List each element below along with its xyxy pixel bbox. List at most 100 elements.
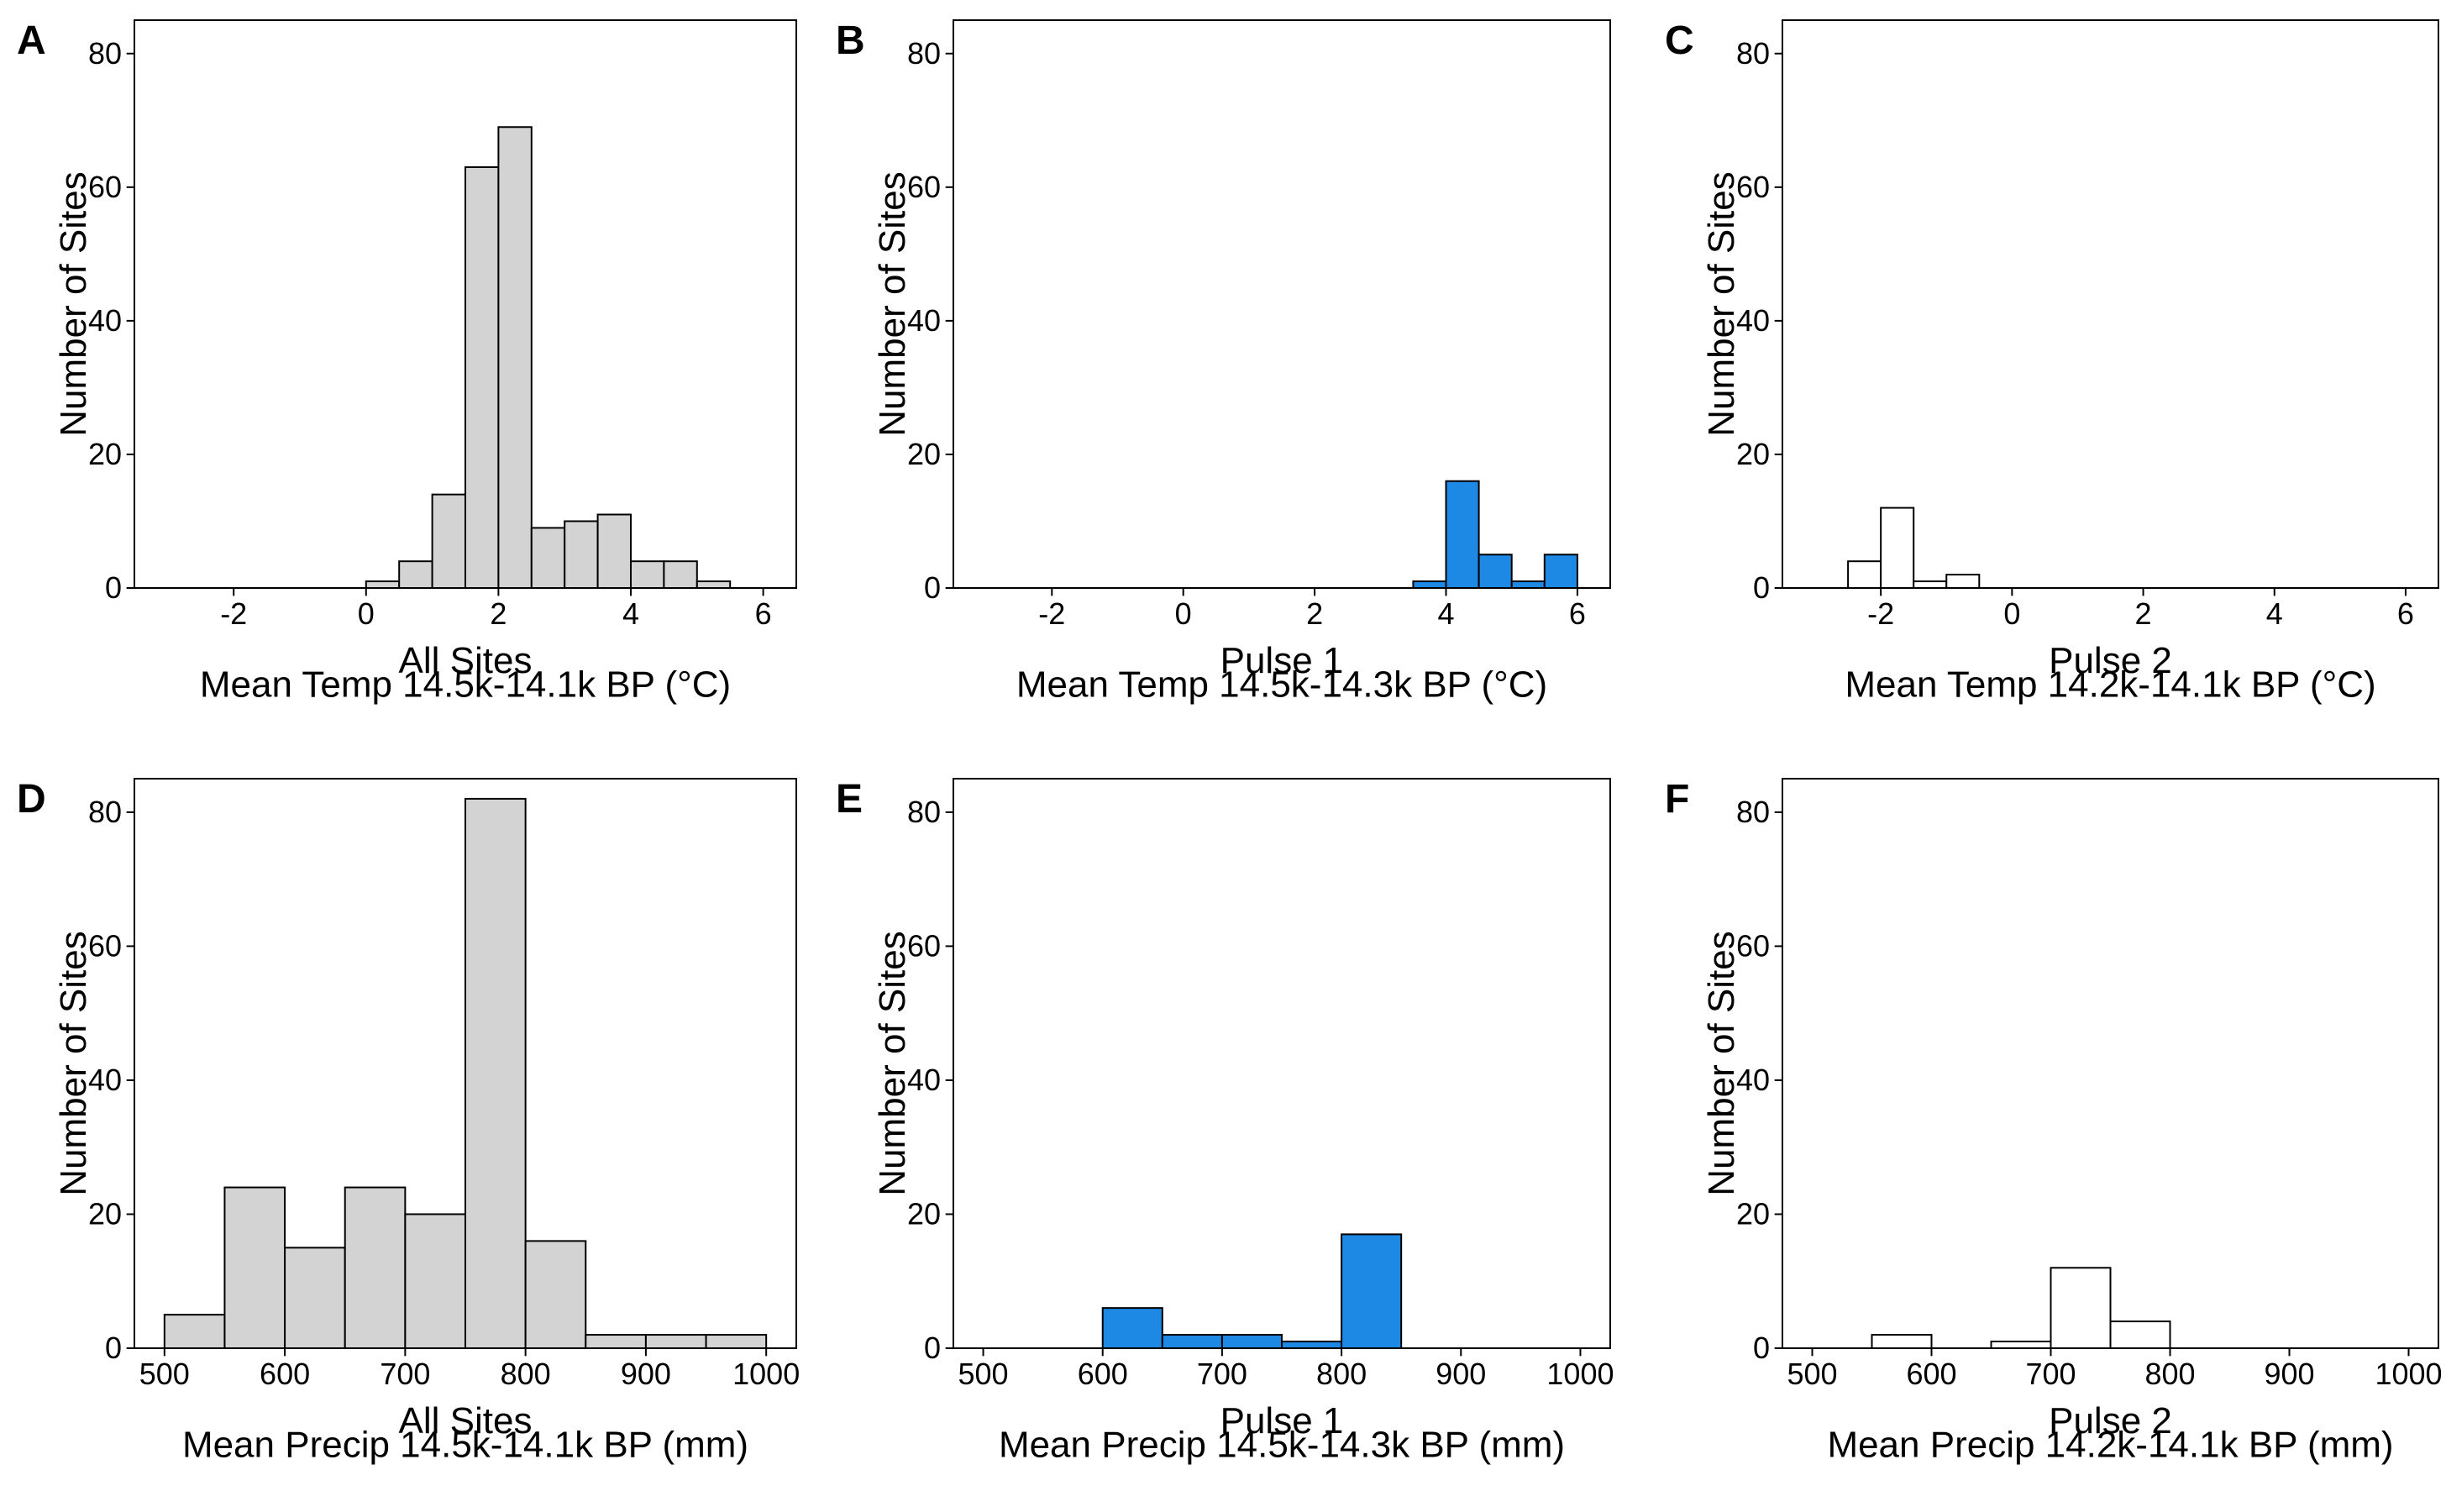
y-tick-label: 20 (1736, 1197, 1770, 1231)
histogram-bar (2109, 1320, 2171, 1349)
histogram-bar (695, 580, 732, 589)
y-tick-label: 20 (907, 1197, 941, 1231)
histogram-bar (663, 560, 698, 589)
histogram-bar (2050, 1267, 2112, 1349)
x-axis-subtitle: Mean Temp 14.5k-14.3k BP (°C) (1016, 664, 1547, 706)
x-tick-label: 0 (2003, 596, 2020, 631)
y-axis-title: Number of Sites (872, 171, 913, 436)
plot-frame (1782, 778, 2439, 1349)
x-tick-label: 600 (260, 1357, 310, 1391)
histogram-bar (1913, 580, 1948, 589)
y-axis-title: Number of Sites (1701, 171, 1742, 436)
y-tick-label: 0 (105, 1331, 122, 1365)
panel-letter: B (836, 18, 865, 63)
x-tick-label: 1000 (732, 1357, 800, 1391)
histogram-bar (1220, 1334, 1283, 1349)
histogram-bar (465, 797, 527, 1349)
y-tick-label: 80 (1736, 795, 1770, 829)
x-tick-label: -2 (1038, 596, 1065, 631)
x-tick-label: 500 (958, 1357, 1009, 1391)
y-tick-label: 0 (924, 570, 941, 605)
plot-frame (953, 19, 1611, 589)
y-tick-label: 40 (1736, 1063, 1770, 1097)
x-tick-label: 2 (1306, 596, 1323, 631)
histogram-bar (404, 1213, 466, 1349)
x-axis-title: All Sites (399, 640, 533, 681)
x-axis-subtitle: Mean Temp 14.5k-14.1k BP (°C) (200, 664, 731, 706)
histogram-bar (365, 580, 401, 589)
y-tick-label: 40 (1736, 303, 1770, 338)
y-tick-label: 40 (907, 303, 941, 338)
y-tick-label: 0 (105, 570, 122, 605)
y-tick-label: 60 (88, 929, 122, 963)
x-axis-subtitle: Mean Precip 14.5k-14.1k BP (mm) (182, 1425, 748, 1466)
y-tick-label: 60 (907, 170, 941, 204)
histogram-bar (163, 1314, 226, 1349)
y-axis-title: Number of Sites (53, 931, 94, 1195)
panel-letter: A (17, 18, 46, 63)
x-tick-label: 1000 (2375, 1357, 2442, 1391)
histogram-bar (1990, 1341, 2052, 1349)
x-tick-label: 600 (1078, 1357, 1128, 1391)
x-tick-label: 700 (2025, 1357, 2076, 1391)
x-tick-label: 4 (1437, 596, 1454, 631)
x-tick-label: 500 (1787, 1357, 1837, 1391)
histogram-bar (524, 1240, 587, 1349)
x-tick-label: 4 (2266, 596, 2283, 631)
histogram-bar (1412, 580, 1447, 589)
x-tick-label: 800 (501, 1357, 551, 1391)
histogram-bar (1543, 554, 1578, 589)
x-tick-label: 900 (621, 1357, 671, 1391)
x-tick-label: 700 (380, 1357, 430, 1391)
histogram-bar (465, 165, 500, 589)
histogram-bar (223, 1186, 286, 1349)
x-tick-label: 4 (622, 596, 639, 631)
y-axis-title: Number of Sites (872, 931, 913, 1195)
plot-frame (134, 19, 797, 589)
panel-letter: F (1665, 777, 1689, 822)
x-axis-title: All Sites (399, 1400, 533, 1441)
histogram-bar (630, 560, 665, 589)
x-tick-label: -2 (220, 596, 247, 631)
histogram-bar (1510, 580, 1546, 589)
y-tick-label: 40 (88, 303, 122, 338)
x-axis-title: Pulse 1 (1220, 640, 1344, 681)
x-axis-subtitle: Mean Precip 14.2k-14.1k BP (mm) (1827, 1425, 2393, 1466)
x-tick-label: 6 (755, 596, 772, 631)
y-axis-title: Number of Sites (1701, 931, 1742, 1195)
x-tick-label: 700 (1197, 1357, 1247, 1391)
x-tick-label: 600 (1906, 1357, 1956, 1391)
y-tick-label: 80 (1736, 36, 1770, 71)
histogram-bar (398, 560, 433, 589)
panel-letter: C (1665, 18, 1694, 63)
plot-frame (953, 778, 1611, 1349)
y-tick-label: 60 (1736, 929, 1770, 963)
histogram-bar (344, 1186, 407, 1349)
plot-frame (134, 778, 797, 1349)
y-tick-label: 60 (1736, 170, 1770, 204)
panel-e: 500 600 700 800 900 1000 0 20 40 60 80 Pulse 1Mean … (836, 777, 1614, 1466)
y-tick-label: 20 (88, 437, 122, 471)
histogram-bar (1847, 560, 1882, 589)
histogram-bar (564, 520, 599, 589)
histogram-bar (1880, 507, 1915, 589)
histogram-bar (1478, 554, 1513, 589)
x-tick-label: 6 (2397, 596, 2414, 631)
x-tick-label: 1000 (1546, 1357, 1614, 1391)
y-tick-label: 80 (88, 36, 122, 71)
histogram-bar (1945, 574, 1981, 589)
y-tick-label: 80 (907, 36, 941, 71)
x-axis-subtitle: Mean Precip 14.5k-14.3k BP (mm) (999, 1425, 1565, 1466)
y-tick-label: 40 (907, 1063, 941, 1097)
histogram-bar (705, 1334, 768, 1349)
x-tick-label: 800 (2144, 1357, 2195, 1391)
x-axis-title: Pulse 1 (1220, 1400, 1344, 1441)
y-tick-label: 0 (1753, 570, 1770, 605)
x-tick-label: 900 (2264, 1357, 2314, 1391)
histogram-bar (585, 1334, 647, 1349)
x-axis-subtitle: Mean Temp 14.2k-14.1k BP (°C) (1845, 664, 2375, 706)
panel-f: 500 600 700 800 900 1000 0 20 40 60 80 Pulse 2Mean … (1665, 777, 2443, 1466)
y-tick-label: 0 (1753, 1331, 1770, 1365)
histogram-bar (431, 493, 466, 589)
